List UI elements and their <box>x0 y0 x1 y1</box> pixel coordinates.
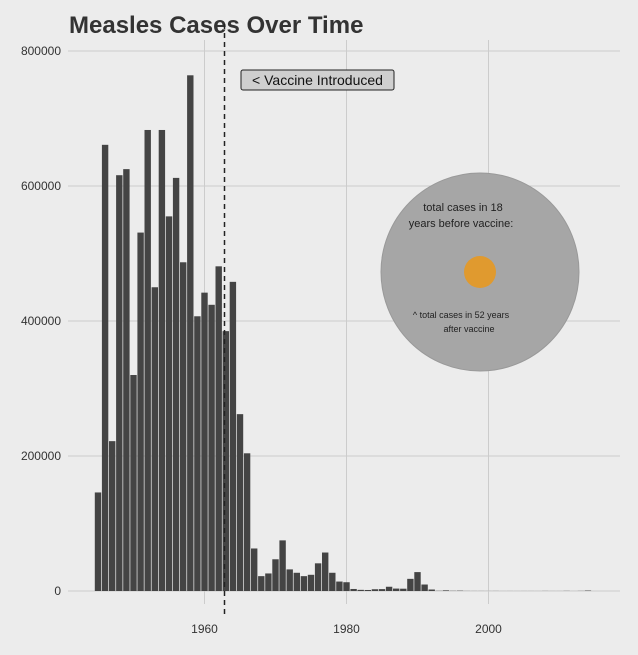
bar-1975 <box>307 574 315 591</box>
bar-1994 <box>442 590 450 591</box>
bar-1964 <box>229 281 237 591</box>
bar-1984 <box>371 589 379 591</box>
bar-1966 <box>243 453 251 591</box>
y-tick-label: 0 <box>54 584 61 598</box>
bar-1976 <box>314 563 322 591</box>
bar-1958 <box>187 75 194 592</box>
bar-1981 <box>350 588 357 591</box>
bar-1957 <box>180 262 187 591</box>
bar-1982 <box>357 589 364 591</box>
bar-1970 <box>272 559 279 591</box>
bar-1973 <box>293 572 300 591</box>
circle-text-2: years before vaccine: <box>409 218 514 230</box>
circle-text-1: total cases in 18 <box>423 202 503 214</box>
x-tick-label: 1960 <box>191 622 218 636</box>
bar-1961 <box>208 304 215 591</box>
bar-1949 <box>123 169 130 591</box>
chart-title: Measles Cases Over Time <box>69 12 364 39</box>
circle-text-4: after vaccine <box>443 324 494 334</box>
bar-1985 <box>378 589 386 591</box>
bar-1989 <box>407 578 414 591</box>
bar-1983 <box>364 589 371 591</box>
bar-1959 <box>194 316 201 591</box>
bar-1953 <box>151 287 158 591</box>
bar-1948 <box>116 175 123 591</box>
bar-1980 <box>343 582 350 591</box>
y-tick-label: 800000 <box>21 44 61 58</box>
bar-1951 <box>137 232 144 591</box>
bar-series <box>94 75 592 592</box>
bar-1986 <box>385 586 393 591</box>
vaccine-label-box: < Vaccine Introduced <box>240 69 395 91</box>
bar-1945 <box>94 492 102 591</box>
bar-1956 <box>172 177 180 591</box>
bar-1955 <box>165 216 173 591</box>
bar-1977 <box>322 552 329 591</box>
bar-1965 <box>236 414 244 591</box>
bar-1979 <box>336 581 343 591</box>
bar-1987 <box>393 588 400 591</box>
y-tick-label: 600000 <box>21 179 61 193</box>
bar-1946 <box>101 144 109 591</box>
y-axis-tick-labels: 0 200000 400000 600000 800000 <box>21 44 61 598</box>
bar-1963 <box>222 331 229 591</box>
bar-1954 <box>158 129 166 591</box>
bar-1952 <box>144 129 151 591</box>
comparison-circles: total cases in 18 years before vaccine: … <box>380 172 580 372</box>
y-tick-label: 200000 <box>21 449 61 463</box>
y-tick-label: 400000 <box>21 314 61 328</box>
bar-1978 <box>329 572 336 591</box>
bar-1992 <box>428 589 435 591</box>
small-circle-after-vaccine <box>464 256 496 288</box>
bar-1967 <box>251 548 258 591</box>
bar-1962 <box>215 266 222 591</box>
circle-text-3: ^ total cases in 52 years <box>413 310 510 320</box>
bar-1968 <box>258 576 265 591</box>
bar-1991 <box>421 584 428 591</box>
bar-1972 <box>286 569 293 591</box>
x-tick-label: 1980 <box>333 622 360 636</box>
bar-1950 <box>130 375 137 591</box>
x-axis-tick-labels: 1960 1980 2000 <box>191 622 502 636</box>
vaccine-label-text: < Vaccine Introduced <box>252 72 383 88</box>
bar-1947 <box>109 441 116 591</box>
bar-1974 <box>300 576 308 591</box>
bar-1988 <box>400 588 407 591</box>
bar-1990 <box>414 572 421 591</box>
bar-1971 <box>279 540 286 591</box>
x-tick-label: 2000 <box>475 622 502 636</box>
bar-1969 <box>265 573 272 591</box>
bar-1960 <box>201 292 208 591</box>
